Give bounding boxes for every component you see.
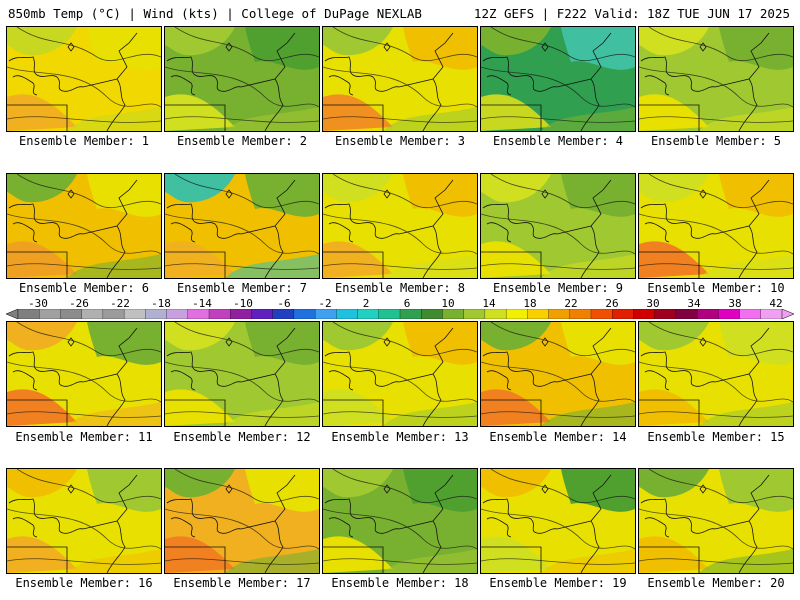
member-label: Ensemble Member: 3 <box>334 134 466 148</box>
member-label: Ensemble Member: 15 <box>647 430 785 444</box>
ensemble-map-panel <box>638 26 794 132</box>
valid-time: 12Z GEFS | F222 Valid: 18Z TUE JUN 17 20… <box>473 6 790 21</box>
color-scale-tick: 26 <box>605 297 619 310</box>
temperature-map <box>481 469 635 573</box>
ensemble-map-panel <box>164 173 320 279</box>
ensemble-map-panel <box>322 321 478 427</box>
ensemble-map-panel <box>480 321 636 427</box>
color-scale-tick: -10 <box>233 297 253 310</box>
color-scale-tick: 34 <box>687 297 701 310</box>
color-scale-tick: 14 <box>482 297 496 310</box>
member-label: Ensemble Member: 4 <box>492 134 624 148</box>
member-label: Ensemble Member: 7 <box>176 281 308 295</box>
color-scale-tick: 6 <box>403 297 411 310</box>
temperature-map <box>639 174 793 278</box>
member-label: Ensemble Member: 8 <box>334 281 466 295</box>
ensemble-map-panel <box>322 468 478 574</box>
ensemble-map-panel <box>6 26 162 132</box>
ensemble-map-panel <box>480 26 636 132</box>
color-scale-tick: 42 <box>769 297 783 310</box>
temperature-map <box>481 174 635 278</box>
temperature-map <box>165 27 319 131</box>
color-scale-tick: -6 <box>277 297 291 310</box>
temperature-map <box>7 322 161 426</box>
color-scale-tick: -2 <box>318 297 332 310</box>
member-label: Ensemble Member: 14 <box>489 430 627 444</box>
ensemble-map-panel <box>480 468 636 574</box>
temperature-map <box>639 322 793 426</box>
member-label: Ensemble Member: 12 <box>173 430 311 444</box>
color-scale-tick: -14 <box>192 297 212 310</box>
ensemble-map-panel <box>164 468 320 574</box>
temperature-map <box>481 322 635 426</box>
color-scale-tick: 38 <box>728 297 742 310</box>
color-scale-tick: 18 <box>523 297 537 310</box>
member-label: Ensemble Member: 16 <box>15 576 153 590</box>
color-scale-tick: -18 <box>151 297 171 310</box>
ensemble-map-panel <box>6 321 162 427</box>
ensemble-map-panel <box>164 26 320 132</box>
member-label: Ensemble Member: 17 <box>173 576 311 590</box>
temperature-map <box>323 174 477 278</box>
temperature-map <box>323 27 477 131</box>
temperature-map <box>639 27 793 131</box>
temperature-map <box>481 27 635 131</box>
temperature-map <box>7 174 161 278</box>
temperature-map <box>7 27 161 131</box>
member-label: Ensemble Member: 19 <box>489 576 627 590</box>
temperature-map <box>165 174 319 278</box>
ensemble-map-panel <box>322 173 478 279</box>
member-label: Ensemble Member: 1 <box>18 134 150 148</box>
color-scale-tick: 30 <box>646 297 660 310</box>
temperature-map <box>639 469 793 573</box>
color-scale: -30 -26 -22 -18 -14 -10 -6 -2 2 6 10 14 18 22 26 30 34 38… <box>0 297 800 327</box>
ensemble-map-panel <box>638 468 794 574</box>
temperature-map <box>323 322 477 426</box>
color-scale-tick: -22 <box>110 297 130 310</box>
ensemble-map-panel <box>638 321 794 427</box>
temperature-map <box>7 469 161 573</box>
chart-title: 850mb Temp (°C) | Wind (kts) | College o… <box>8 6 422 21</box>
color-scale-tick: -26 <box>69 297 89 310</box>
ensemble-map-panel <box>322 26 478 132</box>
member-label: Ensemble Member: 18 <box>331 576 469 590</box>
ensemble-map-panel <box>6 468 162 574</box>
color-scale-tick: 2 <box>362 297 370 310</box>
ensemble-map-panel <box>480 173 636 279</box>
member-label: Ensemble Member: 10 <box>647 281 785 295</box>
member-label: Ensemble Member: 9 <box>492 281 624 295</box>
member-label: Ensemble Member: 13 <box>331 430 469 444</box>
color-scale-tick: 10 <box>441 297 455 310</box>
member-label: Ensemble Member: 11 <box>15 430 153 444</box>
ensemble-map-panel <box>6 173 162 279</box>
temperature-map <box>323 469 477 573</box>
color-scale-tick: -30 <box>28 297 48 310</box>
ensemble-map-panel <box>638 173 794 279</box>
temperature-map <box>165 469 319 573</box>
member-label: Ensemble Member: 6 <box>18 281 150 295</box>
temperature-map <box>165 322 319 426</box>
member-label: Ensemble Member: 20 <box>647 576 785 590</box>
color-scale-strip <box>6 309 794 319</box>
ensemble-map-panel <box>164 321 320 427</box>
member-label: Ensemble Member: 2 <box>176 134 308 148</box>
color-scale-tick: 22 <box>564 297 578 310</box>
member-label: Ensemble Member: 5 <box>650 134 782 148</box>
